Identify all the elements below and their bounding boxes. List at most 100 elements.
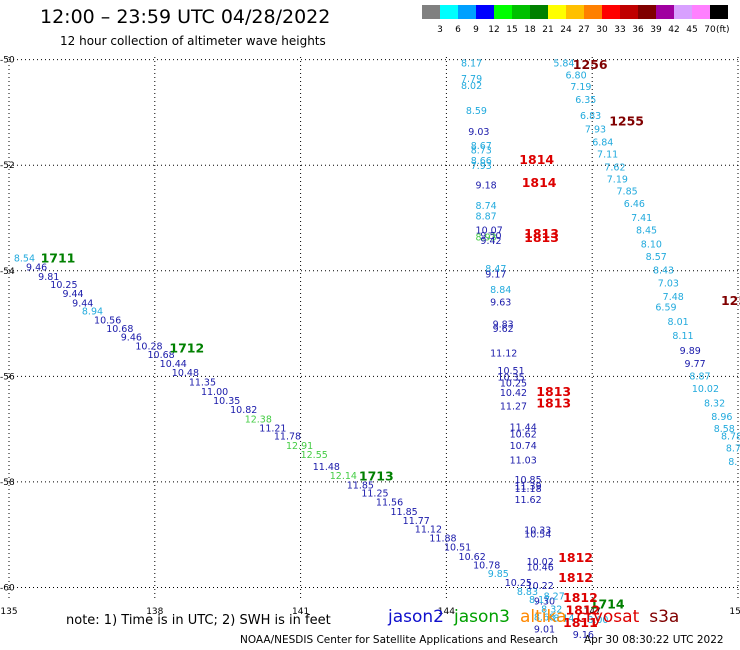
lon-tick-label: 138 bbox=[146, 607, 163, 617]
color-swatch bbox=[512, 5, 530, 19]
wave-height-value: 6.46 bbox=[624, 199, 645, 210]
color-scale-label: 18 bbox=[524, 25, 536, 35]
wave-height-value: 11.03 bbox=[510, 456, 537, 467]
wave-height-value: 9.46 bbox=[26, 263, 47, 274]
wave-height-value: 10.25 bbox=[505, 578, 532, 589]
orbit-pass-number: 1714 bbox=[590, 596, 625, 611]
wave-height-value: 9.42 bbox=[480, 236, 501, 247]
color-scale-label: 24 bbox=[560, 25, 572, 35]
wave-height-value: 9.44 bbox=[62, 289, 83, 300]
wave-height-value: 9.62 bbox=[493, 324, 514, 335]
color-swatch bbox=[674, 5, 692, 19]
wave-height-observations: 8.549.469.8110.259.449.448.9410.5610.689… bbox=[14, 58, 740, 641]
wave-height-value: 11.21 bbox=[259, 424, 286, 435]
color-swatch bbox=[602, 5, 620, 19]
wave-height-value: 6.59 bbox=[655, 303, 676, 314]
wave-height-value: 8.78 bbox=[721, 431, 740, 442]
color-scale-label: 3 bbox=[437, 25, 443, 35]
orbit-pass-number: 1812 bbox=[565, 603, 600, 618]
wave-height-value: 11.18 bbox=[514, 484, 541, 495]
wave-height-value: 7.79 bbox=[461, 74, 482, 85]
color-swatch bbox=[494, 5, 512, 19]
wave-height-value: 10.62 bbox=[459, 552, 486, 563]
color-scale-label: 30 bbox=[596, 25, 608, 35]
wave-height-value: 10.02 bbox=[527, 557, 554, 568]
axis-tick-labels: 135 138 141 144 147 150 -50 -52 -54 -56 -58 -60 bbox=[0, 56, 740, 617]
wave-height-value: 9.30 bbox=[534, 597, 555, 608]
wave-height-value: 8.94 bbox=[82, 306, 103, 317]
color-swatch bbox=[530, 5, 548, 19]
wave-height-value: 12.38 bbox=[245, 415, 272, 426]
color-swatch bbox=[692, 5, 710, 19]
wave-height-value: 12.14 bbox=[330, 471, 357, 482]
wave-height-value: 9.85 bbox=[488, 569, 509, 580]
wave-height-value: 8.96 bbox=[711, 412, 732, 423]
generated-timestamp: Apr 30 08:30:22 UTC 2022 bbox=[584, 634, 724, 646]
wave-height-value: 11.88 bbox=[429, 533, 456, 544]
wave-height-value: 8.87 bbox=[689, 371, 710, 382]
wave-height-value: 9.50 bbox=[480, 231, 501, 242]
wave-height-value: 10.25 bbox=[50, 280, 77, 291]
wave-height-value: 11.12 bbox=[415, 524, 442, 535]
wave-height-value: 8.27 bbox=[544, 591, 565, 602]
orbit-pass-number: 1712 bbox=[169, 340, 204, 355]
units-note: note: 1) Time is in UTC; 2) SWH is in fe… bbox=[66, 613, 331, 628]
wave-height-value: 7.93 bbox=[471, 161, 492, 172]
wave-height-value: 11.56 bbox=[376, 497, 403, 508]
color-scale-label: 45 bbox=[686, 25, 697, 35]
color-scale-label: 21 bbox=[542, 25, 553, 35]
wave-height-value: 10.56 bbox=[94, 315, 121, 326]
wave-height-value: 8.17 bbox=[461, 58, 482, 69]
lon-tick-label: 135 bbox=[0, 607, 17, 617]
wave-height-value: 11.27 bbox=[500, 401, 527, 412]
wave-height-value: 11.00 bbox=[201, 387, 228, 398]
wave-height-value: 8.66 bbox=[471, 156, 492, 167]
credit-text: NOAA/NESDIS Center for Satellite Applica… bbox=[240, 634, 558, 646]
orbit-pass-number: 1812 bbox=[558, 570, 593, 585]
orbit-pass-number: 1711 bbox=[41, 251, 76, 266]
wave-height-value: 11.25 bbox=[361, 488, 388, 499]
color-swatch bbox=[476, 5, 494, 19]
color-scale-label: 12 bbox=[488, 25, 499, 35]
color-swatch bbox=[710, 5, 728, 19]
orbit-pass-number: 1812 bbox=[563, 590, 598, 605]
wave-height-value: 8.02 bbox=[461, 81, 482, 92]
wave-height-value: 11.62 bbox=[514, 495, 541, 506]
orbit-pass-number: 1811 bbox=[563, 615, 598, 630]
satellite-s3a: s3a bbox=[649, 607, 680, 627]
wave-height-value: 10.68 bbox=[148, 350, 175, 361]
color-swatch bbox=[458, 5, 476, 19]
wave-height-value: 8.93 bbox=[476, 232, 497, 243]
wave-height-value: 8.68 bbox=[534, 612, 555, 623]
orbit-pass-number: 1812 bbox=[558, 550, 593, 565]
wave-height-value: 8.10 bbox=[641, 239, 662, 250]
satellite-legend: jason2 jason3 altika cryosat s3a bbox=[388, 607, 689, 627]
wave-height-value: 6.83 bbox=[580, 111, 601, 122]
wave-height-value: 7.19 bbox=[607, 174, 628, 185]
wave-height-value: 8.58 bbox=[714, 424, 735, 435]
lat-tick-label: -50 bbox=[0, 56, 15, 66]
color-swatch bbox=[440, 5, 458, 19]
satellite-cryosat: cryosat bbox=[576, 607, 640, 627]
wave-height-value: 8.7 bbox=[726, 444, 740, 455]
wave-height-value: 10.85 bbox=[514, 475, 541, 486]
wave-height-value: 8.17 bbox=[529, 595, 550, 606]
lat-tick-label: -54 bbox=[0, 267, 15, 277]
wave-height-value: 9.81 bbox=[38, 272, 59, 283]
wave-height-value: 9.18 bbox=[476, 181, 497, 192]
wave-height-value: 10.42 bbox=[500, 388, 527, 399]
wave-height-value: 5.84 bbox=[553, 58, 574, 69]
lat-tick-label: -56 bbox=[0, 372, 15, 382]
lat-tick-label: -60 bbox=[0, 583, 15, 593]
wave-height-value: 8.74 bbox=[476, 201, 497, 212]
wave-height-value: 10.44 bbox=[160, 359, 187, 370]
wave-height-value: 7.85 bbox=[617, 187, 638, 198]
wave-height-value: 11.48 bbox=[313, 462, 340, 473]
wave-height-value: 8.67 bbox=[471, 141, 492, 152]
lon-tick-label: 150 bbox=[729, 607, 740, 617]
orbit-pass-number: 1255 bbox=[609, 113, 644, 128]
orbit-pass-number: 1814 bbox=[519, 152, 554, 167]
orbit-pass-number: 1713 bbox=[359, 469, 394, 484]
wave-height-value: 6.35 bbox=[575, 95, 596, 106]
